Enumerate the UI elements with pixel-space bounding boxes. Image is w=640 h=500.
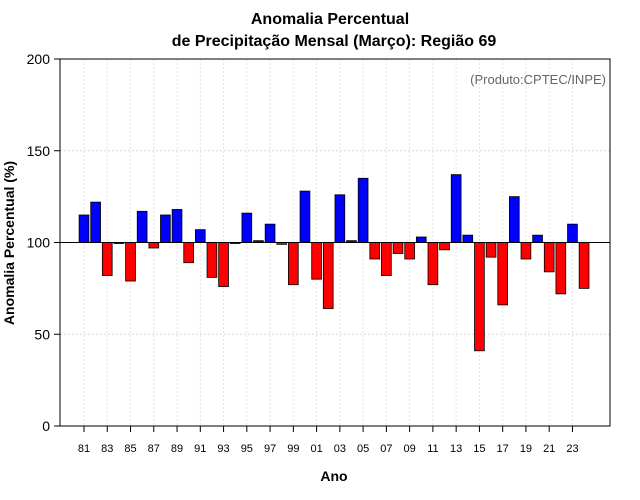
x-tick-label: 03 [334, 443, 346, 455]
y-tick-label: 50 [34, 326, 50, 342]
bar-2015 [474, 242, 485, 352]
bar-1995 [241, 212, 253, 243]
bar-1991 [194, 229, 206, 243]
bar-2023 [567, 223, 578, 243]
y-tick-label: 100 [27, 235, 51, 251]
gridlines [60, 59, 610, 426]
x-axis: 81 83 85 87 89 91 93 95 97 99 01 03 05 07 09 11 13 15 17 19… [78, 426, 579, 455]
bar-2019 [520, 242, 532, 260]
x-tick-label: 81 [78, 443, 90, 455]
bar-2018 [509, 196, 520, 243]
bar-2024 [578, 242, 590, 289]
chart-subtitle: de Precipitação Mensal (Março): Região 6… [172, 33, 497, 50]
bar-2017 [497, 242, 508, 306]
x-tick-label: 93 [217, 443, 229, 455]
bar-1992 [206, 242, 218, 278]
bar-2011 [427, 242, 439, 286]
bar-1987 [148, 242, 160, 249]
x-tick-label: 83 [101, 443, 113, 455]
x-tick-label: 01 [310, 443, 322, 455]
bar-2022 [555, 242, 567, 295]
bar-2012 [439, 242, 450, 251]
bar-1982 [90, 201, 101, 243]
bar-2001 [311, 242, 322, 280]
bar-1990 [183, 242, 194, 264]
x-tick-label: 89 [171, 443, 183, 455]
x-tick-label: 87 [148, 443, 160, 455]
bar-2008 [392, 242, 404, 254]
bar-2013 [450, 174, 462, 243]
bars [78, 174, 590, 352]
x-tick-label: 91 [194, 443, 206, 455]
bar-2006 [369, 242, 381, 260]
bar-1989 [171, 209, 183, 243]
x-tick-label: 21 [543, 443, 555, 455]
bar-2016 [485, 242, 497, 258]
bar-2002 [322, 242, 334, 309]
bar-1988 [160, 214, 171, 243]
bar-2020 [532, 234, 543, 243]
x-tick-label: 23 [566, 443, 578, 455]
bar-2000 [299, 190, 311, 243]
bar-1999 [288, 242, 299, 286]
x-tick-label: 17 [497, 443, 509, 455]
x-tick-label: 97 [264, 443, 276, 455]
chart-title: Anomalia Percentual [251, 11, 409, 28]
bar-2003 [334, 194, 346, 243]
bar-1986 [136, 210, 148, 243]
bar-2009 [404, 242, 415, 260]
x-tick-label: 05 [357, 443, 369, 455]
y-axis: 0 50 100 150 200 [27, 51, 60, 434]
bar-2014 [462, 234, 474, 243]
bar-1997 [264, 223, 276, 243]
y-tick-label: 150 [27, 143, 51, 159]
y-tick-label: 200 [27, 51, 51, 67]
bar-1985 [125, 242, 136, 282]
bar-2007 [381, 242, 392, 276]
bar-1981 [78, 214, 90, 243]
x-tick-label: 85 [124, 443, 136, 455]
bar-2021 [543, 242, 555, 273]
bar-2005 [357, 177, 369, 243]
x-tick-label: 99 [287, 443, 299, 455]
bar-1993 [218, 242, 229, 287]
x-tick-label: 15 [473, 443, 485, 455]
x-tick-label: 95 [241, 443, 253, 455]
y-tick-label: 0 [42, 418, 50, 434]
x-tick-label: 07 [380, 443, 392, 455]
x-tick-label: 09 [404, 443, 416, 455]
source-label: (Produto:CPTEC/INPE) [470, 72, 606, 87]
bar-2010 [415, 236, 427, 243]
x-tick-label: 11 [427, 443, 438, 455]
x-tick-label: 19 [520, 443, 532, 455]
y-axis-title: Anomalia Percentual (%) [1, 161, 17, 325]
bar-1983 [101, 242, 113, 276]
x-axis-title: Ano [320, 468, 347, 484]
x-tick-label: 13 [450, 443, 462, 455]
